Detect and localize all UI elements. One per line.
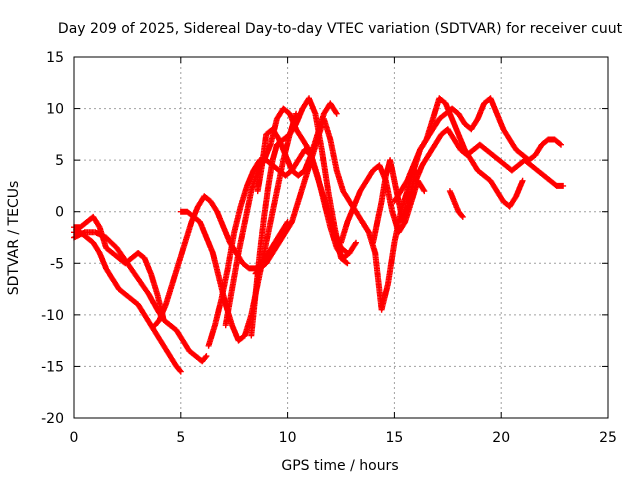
x-axis-label: GPS time / hours: [281, 458, 398, 474]
x-tick-label: 5: [176, 430, 185, 446]
chart-title: Day 209 of 2025, Sidereal Day-to-day VTE…: [58, 21, 623, 37]
y-axis-label: SDTVAR / TECUs: [6, 181, 22, 296]
y-tick-label: 5: [55, 153, 64, 169]
axis-ticks: [73, 56, 609, 419]
x-tick-label: 20: [492, 430, 510, 446]
y-tick-label: -20: [41, 411, 64, 427]
x-tick-label: 0: [70, 430, 79, 446]
x-tick-label: 10: [279, 430, 297, 446]
series-track-16: [370, 157, 419, 246]
y-tick-labels: -20 -15 -10 -5 0 5 10 15: [41, 50, 64, 427]
data-point-markers: [370, 157, 419, 246]
data-point-markers: [446, 188, 466, 220]
data-markers: [71, 95, 567, 375]
y-tick-label: -5: [50, 256, 64, 272]
series-track-15: [446, 188, 466, 220]
series-track-13: [391, 95, 564, 205]
x-tick-labels: 0 5 10 15 20 25: [70, 430, 617, 446]
grid-lines: [74, 57, 608, 418]
y-tick-label: 15: [46, 50, 64, 66]
x-tick-label: 15: [385, 430, 403, 446]
series-track-10: [254, 100, 340, 195]
data-point-markers: [71, 229, 210, 365]
y-tick-label: 10: [46, 102, 64, 118]
y-tick-label: -15: [41, 359, 64, 375]
plot-frame: [73, 56, 609, 419]
x-tick-label: 25: [599, 430, 617, 446]
series-track-2: [71, 229, 210, 365]
y-tick-label: -10: [41, 308, 64, 324]
y-tick-label: 0: [55, 205, 64, 221]
data-point-markers: [254, 100, 340, 195]
data-point-markers: [391, 95, 564, 205]
